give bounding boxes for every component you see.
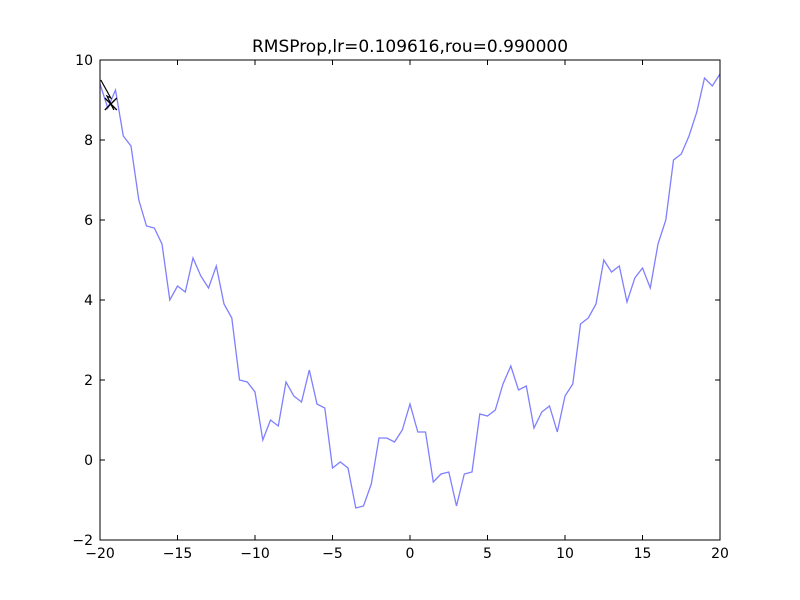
y-tick-label: 6	[84, 213, 93, 229]
x-tick-label: 15	[634, 546, 652, 562]
y-tick-label: 0	[84, 453, 93, 469]
optimizer-path	[100, 79, 115, 111]
x-tick-label: 0	[406, 546, 415, 562]
y-tick-label: 8	[84, 133, 93, 149]
x-tick-label: −20	[85, 546, 115, 562]
x-tick-label: 10	[556, 546, 574, 562]
chart-title: RMSProp,lr=0.109616,rou=0.990000	[252, 37, 568, 57]
y-tick-label: −2	[72, 533, 93, 549]
x-tick-label: −10	[240, 546, 270, 562]
y-tick-label: 4	[84, 293, 93, 309]
x-tick-label: −15	[163, 546, 193, 562]
x-tick-label: 5	[483, 546, 492, 562]
final-position-marker	[104, 97, 118, 111]
x-tick-label: 20	[711, 546, 729, 562]
plot-area	[100, 73, 720, 509]
y-tick-label: 10	[75, 53, 93, 69]
x-tick-label: −5	[322, 546, 343, 562]
y-tick-label: 2	[84, 373, 93, 389]
function-curve	[100, 73, 720, 509]
